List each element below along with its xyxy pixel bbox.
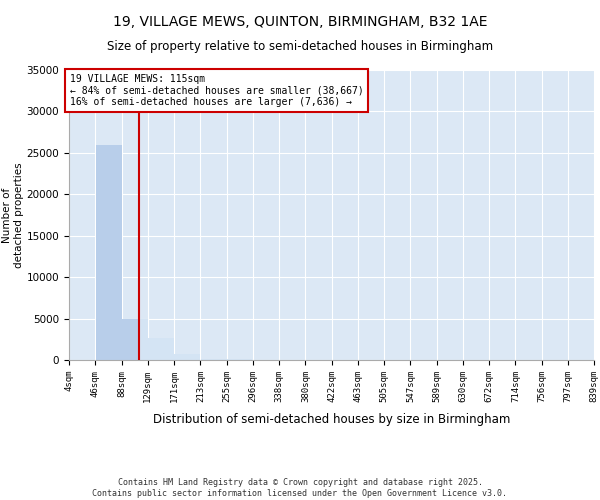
Bar [122,318,139,360]
Text: Size of property relative to semi-detached houses in Birmingham: Size of property relative to semi-detach… [107,40,493,53]
Bar [95,144,122,360]
Bar [139,318,148,360]
Bar [148,338,174,360]
Bar [174,354,200,360]
Text: 19, VILLAGE MEWS, QUINTON, BIRMINGHAM, B32 1AE: 19, VILLAGE MEWS, QUINTON, BIRMINGHAM, B… [113,15,487,29]
Bar [200,359,227,360]
X-axis label: Distribution of semi-detached houses by size in Birmingham: Distribution of semi-detached houses by … [153,413,510,426]
Text: Contains HM Land Registry data © Crown copyright and database right 2025.
Contai: Contains HM Land Registry data © Crown c… [92,478,508,498]
Text: 19 VILLAGE MEWS: 115sqm
← 84% of semi-detached houses are smaller (38,667)
16% o: 19 VILLAGE MEWS: 115sqm ← 84% of semi-de… [70,74,364,108]
Y-axis label: Number of
detached properties: Number of detached properties [2,162,24,268]
